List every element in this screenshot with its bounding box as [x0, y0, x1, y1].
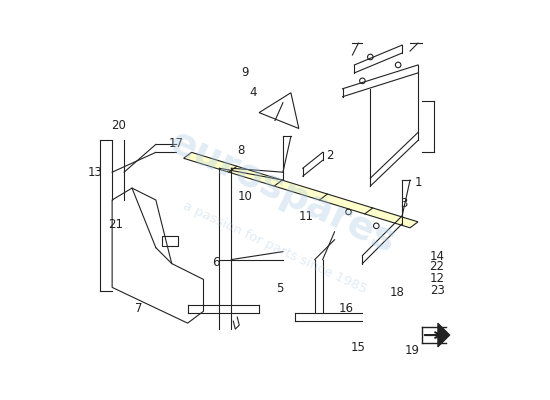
Text: 19: 19 — [405, 344, 420, 357]
Text: 13: 13 — [88, 166, 103, 180]
Text: 4: 4 — [249, 86, 257, 99]
Text: 1: 1 — [414, 176, 422, 189]
Text: 18: 18 — [390, 286, 405, 299]
Text: 15: 15 — [350, 341, 365, 354]
Text: 22: 22 — [430, 260, 444, 273]
Bar — [162, 236, 178, 246]
Text: 12: 12 — [430, 272, 444, 285]
Text: 10: 10 — [238, 190, 252, 203]
Polygon shape — [184, 152, 418, 228]
Text: 5: 5 — [277, 282, 284, 295]
Text: eurospares: eurospares — [164, 123, 402, 261]
Text: 8: 8 — [238, 144, 245, 157]
Text: 23: 23 — [430, 284, 444, 297]
Text: a passion for parts since 1985: a passion for parts since 1985 — [181, 199, 369, 296]
Text: 11: 11 — [299, 210, 314, 223]
Text: 2: 2 — [326, 149, 333, 162]
Text: 6: 6 — [212, 256, 219, 269]
Text: 7: 7 — [135, 302, 143, 314]
Text: 3: 3 — [400, 197, 408, 210]
Text: 21: 21 — [108, 218, 123, 231]
Text: 17: 17 — [168, 137, 183, 150]
Text: 20: 20 — [111, 119, 125, 132]
Polygon shape — [438, 323, 450, 347]
Text: 16: 16 — [338, 302, 353, 314]
Text: 14: 14 — [430, 250, 444, 263]
Text: 9: 9 — [241, 66, 249, 78]
